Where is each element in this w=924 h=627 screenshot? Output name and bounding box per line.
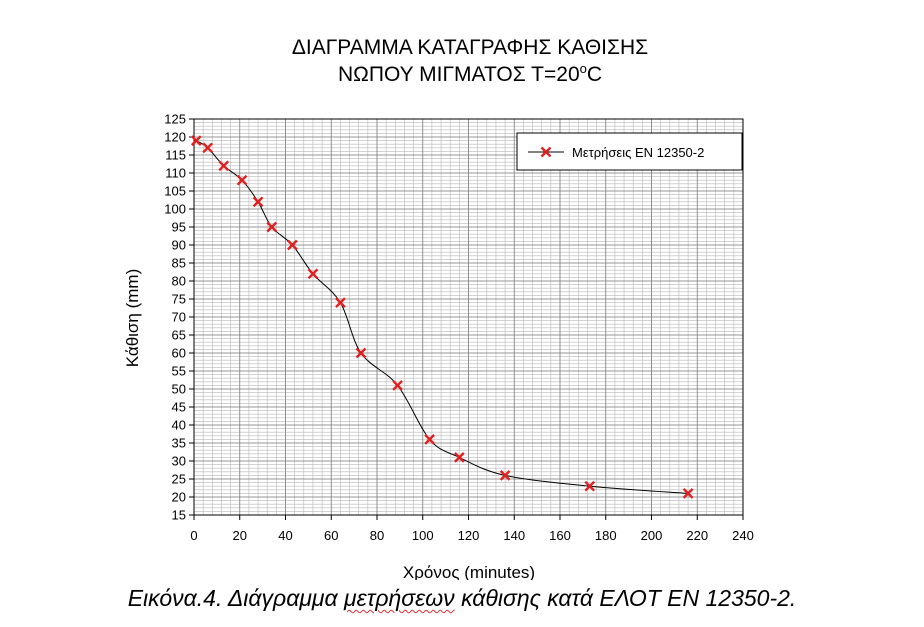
x-tick-label: 200	[641, 528, 663, 543]
legend-x-marker	[540, 146, 552, 158]
x-tick-label: 120	[458, 528, 480, 543]
y-tick-label: 25	[172, 472, 186, 487]
legend-label: Μετρήσεις ΕΝ 12350-2	[572, 145, 704, 160]
y-tick-label: 45	[172, 400, 186, 415]
x-tick-label: 0	[190, 528, 197, 543]
y-tick-label: 95	[172, 220, 186, 235]
y-tick-label: 20	[172, 490, 186, 505]
data-point-marker	[190, 135, 202, 146]
chart-title-line-2: ΝΩΠΟΥ ΜΙΓΜΑΤΟΣ Τ=20oC	[195, 61, 745, 88]
data-point-marker	[266, 221, 278, 233]
figure-caption: Εικόνα.4. Διάγραμμα μετρήσεων κάθισης κα…	[0, 585, 924, 612]
x-tick-label: 80	[370, 528, 384, 543]
data-point-marker	[499, 470, 511, 481]
y-axis-ticks: 15 20 25 30 35 40 45 50 55 60 65 70 75 80 85 90 95 100 105…	[164, 112, 194, 523]
legend-marker-x-icon	[540, 146, 552, 158]
marker-stroke	[682, 488, 694, 499]
y-tick-label: 55	[172, 364, 186, 379]
x-tick-label: 40	[278, 528, 292, 543]
marker-stroke	[236, 174, 248, 186]
legend: Μετρήσεις ΕΝ 12350-2	[516, 132, 743, 171]
data-point-marker	[252, 196, 264, 208]
y-tick-label: 125	[164, 112, 186, 127]
y-tick-label: 40	[172, 418, 186, 433]
y-tick-label: 70	[172, 310, 186, 325]
y-axis-label: Κάθιση (mm)	[123, 269, 142, 368]
caption-text-end: κάθισης κατά ΕΛΟΤ ΕΝ 12350-2.	[454, 585, 797, 611]
y-tick-label: 110	[165, 166, 186, 181]
marker-stroke	[499, 470, 511, 481]
y-tick-label: 115	[165, 148, 186, 163]
series-markers	[190, 135, 694, 499]
caption-underlined-word: μετρήσεων	[344, 585, 455, 611]
x-axis-ticks: 0 20 40 60 80 100 120 140 160 180 200 220 240	[190, 515, 754, 543]
x-tick-label: 20	[233, 528, 247, 543]
chart-title-line-1: ΔΙΑΓΡΑΜΜΑ ΚΑΤΑΓΡΑΦΗΣ ΚΑΘΙΣΗΣ	[291, 36, 649, 59]
y-tick-label: 105	[164, 184, 186, 199]
marker-stroke	[266, 221, 278, 233]
marker-stroke	[335, 297, 346, 308]
data-point-marker	[335, 297, 346, 308]
marker-stroke	[540, 146, 552, 158]
data-point-marker	[392, 380, 403, 391]
chart-title-line-2-prefix: ΝΩΠΟΥ ΜΙΓΜΑΤΟΣ Τ=20	[337, 63, 580, 86]
y-tick-label: 50	[172, 382, 186, 397]
x-tick-label: 220	[686, 528, 708, 543]
data-point-marker	[236, 174, 248, 186]
marker-stroke	[392, 380, 403, 391]
marker-stroke	[355, 347, 367, 359]
x-tick-label: 180	[595, 528, 617, 543]
data-point-marker	[287, 239, 298, 251]
y-tick-label: 120	[164, 130, 186, 145]
y-tick-label: 65	[172, 328, 186, 343]
x-tick-label: 140	[503, 528, 525, 543]
x-tick-label: 100	[412, 528, 434, 543]
x-tick-label: 240	[732, 528, 754, 543]
data-point-marker	[682, 488, 694, 499]
series-line	[196, 140, 689, 494]
chart-title-line-2-suffix: C	[586, 63, 603, 86]
marker-stroke	[287, 239, 298, 251]
data-point-marker	[307, 268, 319, 280]
marker-stroke	[190, 135, 202, 146]
data-point-marker	[355, 347, 367, 359]
y-tick-label: 35	[172, 436, 186, 451]
x-tick-label: 60	[324, 528, 338, 543]
marker-stroke	[202, 142, 214, 154]
y-tick-label: 75	[172, 292, 186, 307]
data-point-marker	[584, 480, 596, 492]
y-tick-label: 90	[172, 238, 186, 253]
marker-stroke	[307, 268, 319, 280]
marker-stroke	[454, 452, 465, 463]
marker-stroke	[584, 480, 596, 492]
y-tick-label: 100	[164, 202, 186, 217]
data-point-marker	[424, 434, 435, 445]
chart-title: ΔΙΑΓΡΑΜΜΑ ΚΑΤΑΓΡΑΦΗΣ ΚΑΘΙΣΗΣ ΝΩΠΟΥ ΜΙΓΜΑ…	[195, 34, 745, 88]
y-tick-label: 15	[172, 508, 186, 523]
degree-superscript: o	[579, 61, 587, 76]
caption-text-start: Εικόνα.4. Διάγραμμα	[127, 585, 345, 611]
marker-stroke	[252, 196, 264, 208]
y-tick-label: 80	[172, 274, 186, 289]
data-point-marker	[202, 142, 214, 154]
data-point-marker	[454, 452, 465, 463]
y-tick-label: 85	[172, 256, 186, 271]
x-tick-label: 160	[549, 528, 571, 543]
data-point-marker	[218, 160, 230, 172]
x-axis-label: Χρόνος (minutes)	[403, 563, 535, 580]
y-tick-label: 30	[172, 454, 186, 469]
settlement-chart: 0 20 40 60 80 100 120 140 160 180 200 220 240 15 20 25…	[123, 112, 754, 581]
marker-stroke	[218, 160, 230, 172]
marker-stroke	[424, 434, 435, 445]
y-tick-label: 60	[172, 346, 186, 361]
